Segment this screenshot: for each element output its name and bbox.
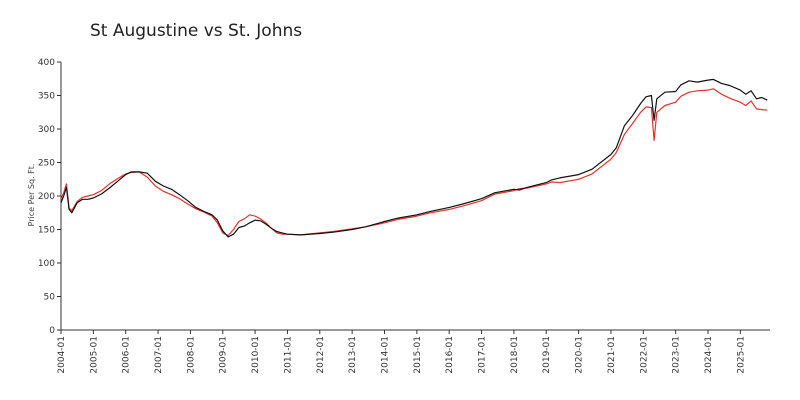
x-tick-label: 2024-01 xyxy=(704,336,714,374)
x-tick-label: 2015-01 xyxy=(413,336,423,374)
series-line-2 xyxy=(60,88,768,237)
y-tick-label: 50 xyxy=(44,293,56,303)
x-tick-label: 2023-01 xyxy=(672,336,682,374)
x-tick-label: 2008-01 xyxy=(186,336,196,374)
x-tick-label: 2014-01 xyxy=(380,336,390,374)
y-ticks: 0 50 100 150 200 250 300 350 400 xyxy=(38,58,61,336)
x-tick-label: 2005-01 xyxy=(89,336,99,374)
y-tick-label: 150 xyxy=(38,226,55,236)
x-tick-label: 2012-01 xyxy=(316,336,326,374)
y-tick-label: 400 xyxy=(38,58,55,68)
x-ticks: 2004-01 2005-01 2006-01 2007-01 2008-01 2009-… xyxy=(57,330,746,374)
y-tick-label: 0 xyxy=(49,326,55,336)
chart-title: St Augustine vs St. Johns xyxy=(90,21,302,41)
x-tick-label: 2021-01 xyxy=(607,336,617,374)
y-tick-label: 350 xyxy=(38,92,55,102)
x-tick-label: 2019-01 xyxy=(542,336,552,374)
x-tick-label: 2022-01 xyxy=(639,336,649,374)
x-tick-label: 2016-01 xyxy=(445,336,455,374)
x-tick-label: 2006-01 xyxy=(122,336,132,374)
series-group xyxy=(60,78,768,238)
y-tick-label: 300 xyxy=(38,125,55,135)
x-tick-label: 2010-01 xyxy=(251,336,261,374)
x-tick-label: 2007-01 xyxy=(154,336,164,374)
x-tick-label: 2009-01 xyxy=(219,336,229,374)
series-line-1 xyxy=(60,78,768,238)
y-tick-label: 200 xyxy=(38,192,55,202)
x-tick-label: 2017-01 xyxy=(478,336,488,374)
y-axis-title: Price Per Sq. Ft. xyxy=(27,164,36,227)
x-tick-label: 2011-01 xyxy=(283,336,293,374)
x-tick-label: 2013-01 xyxy=(348,336,358,374)
x-tick-label: 2018-01 xyxy=(510,336,520,374)
x-tick-label: 2004-01 xyxy=(57,336,67,374)
y-tick-label: 100 xyxy=(38,259,55,269)
y-tick-label: 250 xyxy=(38,159,55,169)
x-tick-label: 2020-01 xyxy=(575,336,585,374)
x-tick-label: 2025-01 xyxy=(736,336,746,374)
